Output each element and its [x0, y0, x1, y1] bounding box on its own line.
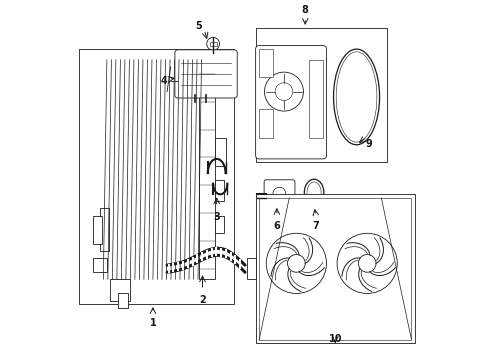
Bar	[247, 258, 256, 279]
Circle shape	[265, 72, 303, 111]
Circle shape	[288, 255, 305, 272]
Bar	[256, 194, 415, 343]
Bar	[259, 49, 273, 77]
Bar	[93, 258, 107, 272]
Bar	[259, 109, 273, 138]
Text: 2: 2	[199, 295, 206, 305]
Circle shape	[358, 255, 376, 272]
FancyBboxPatch shape	[256, 46, 326, 159]
Text: 4: 4	[160, 76, 167, 86]
Bar	[118, 293, 128, 308]
Text: 8: 8	[302, 5, 309, 15]
Text: 3: 3	[213, 212, 220, 222]
Text: 6: 6	[273, 221, 280, 231]
Bar	[199, 60, 215, 279]
Bar	[259, 198, 412, 339]
Bar	[215, 180, 224, 201]
Bar	[93, 216, 101, 244]
FancyBboxPatch shape	[175, 50, 237, 98]
Circle shape	[273, 187, 286, 200]
Bar	[110, 279, 130, 301]
Ellipse shape	[307, 182, 321, 203]
Circle shape	[275, 83, 293, 100]
Ellipse shape	[336, 52, 377, 142]
Circle shape	[207, 37, 220, 50]
Text: 5: 5	[196, 21, 202, 31]
Text: 10: 10	[329, 334, 342, 344]
Bar	[215, 138, 225, 166]
Text: 9: 9	[366, 139, 372, 149]
Circle shape	[266, 233, 326, 293]
Bar	[309, 60, 323, 138]
Bar	[100, 208, 109, 251]
Bar	[256, 28, 387, 162]
Bar	[210, 42, 217, 46]
Text: 7: 7	[313, 221, 319, 231]
Bar	[215, 216, 224, 233]
Bar	[78, 49, 234, 304]
Circle shape	[337, 233, 397, 293]
FancyBboxPatch shape	[264, 180, 295, 207]
Ellipse shape	[304, 179, 324, 206]
Text: 1: 1	[149, 318, 156, 328]
Ellipse shape	[334, 49, 380, 145]
